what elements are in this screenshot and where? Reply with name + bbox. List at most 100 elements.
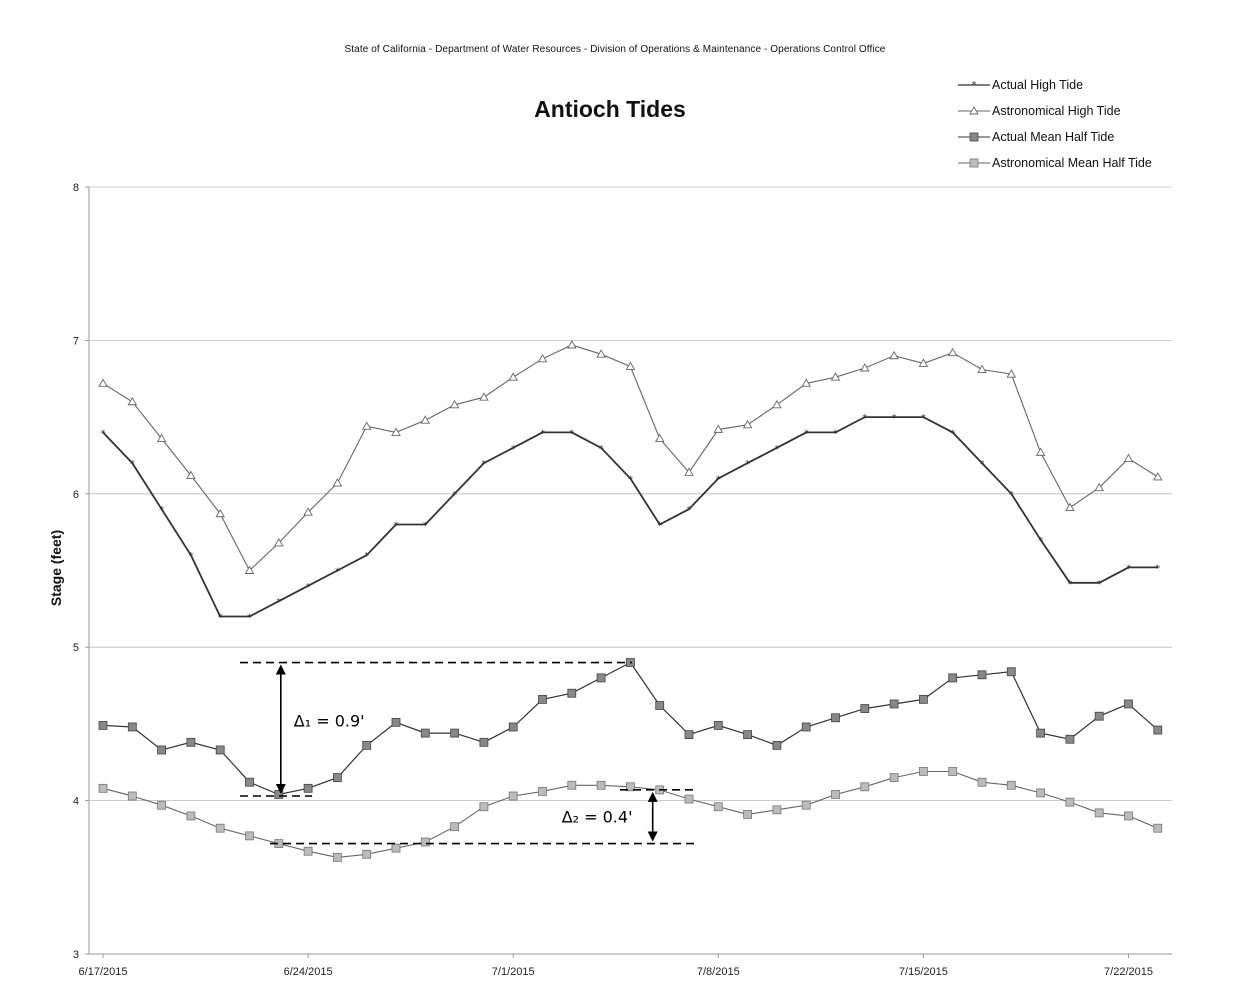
series-4-point bbox=[538, 786, 547, 796]
series-line-3 bbox=[102, 661, 1159, 796]
series-3-point bbox=[889, 699, 899, 709]
series-2-point bbox=[332, 478, 343, 487]
series-4-point bbox=[713, 802, 723, 812]
series-3-point bbox=[1094, 711, 1104, 721]
series-3-point bbox=[1153, 725, 1163, 735]
series-2-point bbox=[98, 378, 108, 387]
series-3-point bbox=[977, 670, 987, 680]
series-1-point: * bbox=[276, 597, 281, 608]
delta1-arrowhead-bottom bbox=[275, 783, 286, 794]
series-4-point bbox=[362, 849, 372, 859]
series-2-point bbox=[361, 421, 372, 430]
series-3-point bbox=[801, 722, 811, 732]
series-3-point bbox=[508, 722, 518, 732]
series-1-point: * bbox=[599, 444, 604, 455]
delta2-label: Δ₂ = 0.4' bbox=[562, 808, 633, 827]
series-2-point bbox=[772, 399, 782, 409]
series-3-point bbox=[127, 722, 137, 732]
series-4-point bbox=[1065, 797, 1075, 807]
legend-swatch-astronomical-high bbox=[958, 106, 990, 115]
legend-swatch-actual-mean-half bbox=[958, 132, 990, 142]
series-4-point bbox=[303, 846, 313, 856]
y-tick-label: 7 bbox=[73, 335, 79, 347]
y-tick-label: 5 bbox=[73, 642, 79, 654]
series-line-1 bbox=[102, 416, 1158, 618]
y-tick-label: 4 bbox=[73, 796, 79, 808]
series-2-point bbox=[1035, 447, 1046, 456]
series-3-point bbox=[274, 790, 284, 799]
series-2-point bbox=[420, 415, 431, 424]
series-2-point bbox=[215, 508, 225, 518]
delta2-arrowhead-top bbox=[647, 791, 658, 802]
legend-label-astronomical-high: Astronomical High Tide bbox=[992, 104, 1121, 118]
series-4-point bbox=[479, 802, 489, 812]
series-2-point bbox=[830, 372, 841, 381]
legend-item-astronomical-high: Astronomical High Tide bbox=[958, 98, 1218, 124]
series-2-point bbox=[391, 427, 401, 436]
series-1-point: * bbox=[862, 413, 867, 424]
series-1-point: * bbox=[306, 582, 311, 593]
series-1-point: * bbox=[774, 444, 779, 455]
y-tick-label: 8 bbox=[73, 182, 79, 194]
series-1-point: * bbox=[130, 459, 135, 470]
series-3-point bbox=[772, 740, 782, 750]
series-3-point bbox=[831, 713, 840, 723]
series-4-point bbox=[948, 767, 958, 776]
series-3-point bbox=[245, 777, 254, 787]
series-1-point: * bbox=[1097, 579, 1102, 590]
series-3-point bbox=[713, 721, 723, 730]
series-4-point bbox=[508, 791, 518, 801]
y-tick-label: 6 bbox=[73, 489, 79, 501]
series-2-point bbox=[1153, 472, 1163, 481]
series-4-point bbox=[157, 800, 167, 810]
series-3-point bbox=[1124, 699, 1133, 709]
series-1-point: * bbox=[511, 444, 516, 455]
series-1-point: * bbox=[540, 428, 545, 439]
series-4-point bbox=[215, 823, 225, 833]
series-2-point bbox=[156, 433, 167, 443]
series-4-point bbox=[1094, 808, 1104, 818]
series-2-point bbox=[889, 350, 899, 360]
y-tick-label: 3 bbox=[73, 949, 79, 961]
legend-item-actual-mean-half: Actual Mean Half Tide bbox=[958, 124, 1218, 150]
series-2-point bbox=[918, 358, 929, 367]
series-4-point bbox=[743, 810, 752, 819]
series-3-point bbox=[655, 701, 665, 710]
series-1-point: * bbox=[804, 428, 809, 439]
series-4-point bbox=[977, 777, 987, 787]
series-1-point: * bbox=[481, 459, 486, 470]
series-2-point bbox=[567, 340, 577, 349]
series-2-point bbox=[654, 433, 665, 443]
series-1-point: * bbox=[188, 551, 193, 562]
series-1-point: * bbox=[335, 567, 340, 578]
legend-label-actual-mean-half: Actual Mean Half Tide bbox=[992, 130, 1115, 144]
series-1-point: * bbox=[980, 459, 985, 470]
series-3-point bbox=[1065, 734, 1075, 744]
series-1-point: * bbox=[950, 428, 955, 439]
delta2-arrowhead-bottom bbox=[647, 831, 658, 842]
series-3-point bbox=[391, 717, 401, 727]
series-1-point: * bbox=[364, 551, 369, 562]
series-1-point: * bbox=[1155, 563, 1160, 574]
series-4-point bbox=[391, 843, 401, 853]
series-4-point bbox=[772, 805, 782, 815]
series-3-point bbox=[450, 728, 460, 738]
series-2-point bbox=[977, 364, 987, 373]
delta1-label: Δ₁ = 0.9' bbox=[294, 711, 365, 730]
series-3-point bbox=[919, 694, 928, 704]
legend-item-astronomical-mean-half: Astronomical Mean Half Tide bbox=[958, 150, 1218, 176]
series-4-point bbox=[1124, 811, 1133, 821]
series-2-point bbox=[1123, 453, 1134, 462]
series-4-point bbox=[919, 767, 928, 776]
series-2-point bbox=[508, 372, 518, 381]
series-1-point: * bbox=[423, 520, 428, 531]
series-4-point bbox=[596, 780, 606, 790]
series-2-point bbox=[1065, 502, 1075, 512]
series-4-point bbox=[801, 800, 811, 810]
chart-title: Antioch Tides bbox=[534, 96, 686, 122]
series-1-point: * bbox=[1009, 490, 1014, 501]
series-3-point bbox=[362, 740, 372, 750]
delta1-arrowhead-top bbox=[275, 664, 286, 675]
series-4-point bbox=[889, 773, 899, 782]
